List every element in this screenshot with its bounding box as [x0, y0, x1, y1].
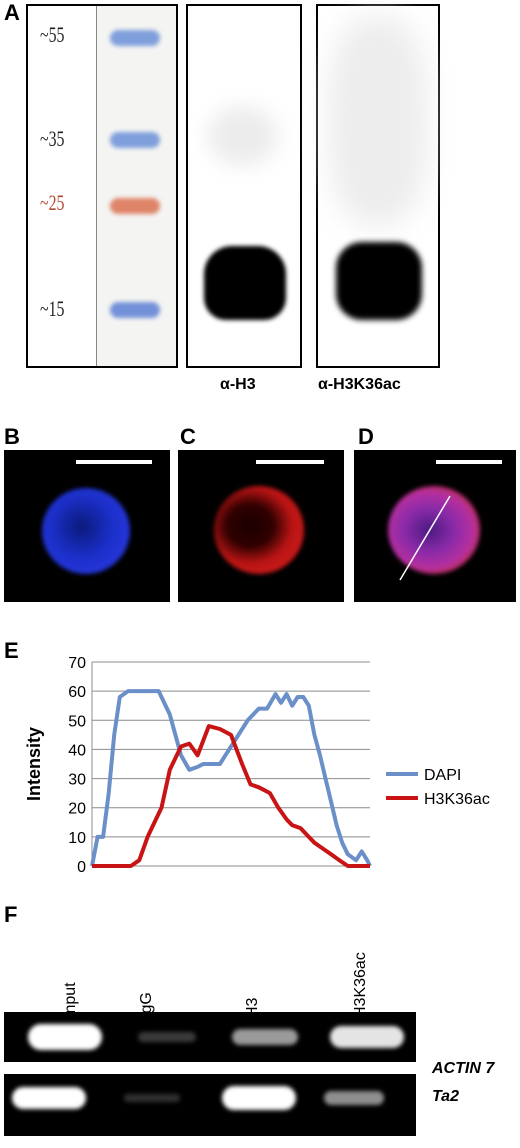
- panel-label-f: F: [4, 902, 18, 927]
- marker-label-55: ~55: [40, 22, 65, 47]
- legend-label-h3k36ac: H3K36ac: [424, 791, 490, 808]
- blot-h3-haze: [208, 106, 278, 166]
- scale-bar-b: [76, 460, 152, 464]
- y-tick-label-50: 50: [68, 713, 86, 730]
- y-tick-label-70: 70: [68, 655, 86, 672]
- gene-label-actin7: ACTIN 7: [432, 1060, 495, 1077]
- y-tick-label-30: 30: [68, 772, 86, 789]
- y-axis-title: Intensity: [24, 727, 44, 801]
- marker-label-25: ~25: [40, 190, 65, 215]
- band-ta2-h3: [222, 1086, 296, 1110]
- blot-h3: [186, 4, 302, 368]
- band-ta2-h3k36ac: [324, 1091, 384, 1105]
- panel-label-a: A: [4, 0, 20, 25]
- y-tick-label-40: 40: [68, 742, 86, 759]
- ladder-band-35: [110, 132, 160, 148]
- y-tick-label-20: 20: [68, 801, 86, 818]
- scale-bar-d: [436, 460, 502, 464]
- gel-actin7: [4, 1012, 416, 1062]
- gel-ta2: [4, 1074, 416, 1136]
- blot-h3k36ac-haze: [328, 16, 428, 226]
- blot-h3-band: [204, 246, 286, 320]
- micrograph-dapi: [4, 450, 170, 602]
- scale-bar-c: [256, 460, 324, 464]
- band-ta2-igg: [124, 1094, 180, 1102]
- blot-h3k36ac: [316, 4, 440, 368]
- series-line-dapi: [90, 689, 372, 867]
- band-actin7-h3k36ac: [330, 1026, 404, 1048]
- nucleus-dapi: [42, 488, 130, 574]
- band-actin7-igg: [138, 1032, 196, 1042]
- series-line-h3k36ac: [92, 724, 370, 868]
- panel-label-b: B: [4, 424, 20, 449]
- gel-lane-label-h3k36ac: H3K36ac: [352, 952, 369, 1018]
- ladder-band-15: [110, 302, 160, 318]
- y-tick-label-60: 60: [68, 684, 86, 701]
- band-ta2-input: [12, 1087, 86, 1109]
- gene-label-ta2: Ta2: [432, 1088, 459, 1105]
- panel-label-e: E: [4, 638, 19, 663]
- legend-label-dapi: DAPI: [424, 767, 461, 784]
- ladder-divider: [96, 6, 97, 366]
- nucleus-h3k36ac: [214, 486, 304, 574]
- intensity-line-chart: 0 10 20 30 40 50 60 70 Intensity DAPI H3K36ac: [24, 655, 490, 876]
- ladder-band-25: [110, 198, 160, 214]
- panel-label-c: C: [180, 424, 196, 449]
- y-tick-label-0: 0: [77, 859, 86, 876]
- panel-label-d: D: [358, 424, 374, 449]
- blot-h3k36ac-band: [336, 242, 422, 320]
- band-actin7-input: [28, 1024, 102, 1050]
- y-tick-label-10: 10: [68, 830, 86, 847]
- marker-label-15: ~15: [40, 296, 65, 321]
- antibody-label-h3k36ac: α-H3K36ac: [318, 376, 401, 393]
- line-profile-path: [399, 495, 451, 581]
- ladder-band-55: [110, 30, 160, 46]
- micrograph-h3k36ac: [178, 450, 344, 602]
- marker-ladder-box: ~55 ~35 ~25 ~15: [26, 4, 178, 368]
- nucleus-merge: [388, 486, 480, 574]
- micrograph-merge: [354, 450, 516, 602]
- antibody-label-h3: α-H3: [220, 376, 256, 393]
- marker-label-35: ~35: [40, 126, 65, 151]
- band-actin7-h3: [232, 1029, 298, 1045]
